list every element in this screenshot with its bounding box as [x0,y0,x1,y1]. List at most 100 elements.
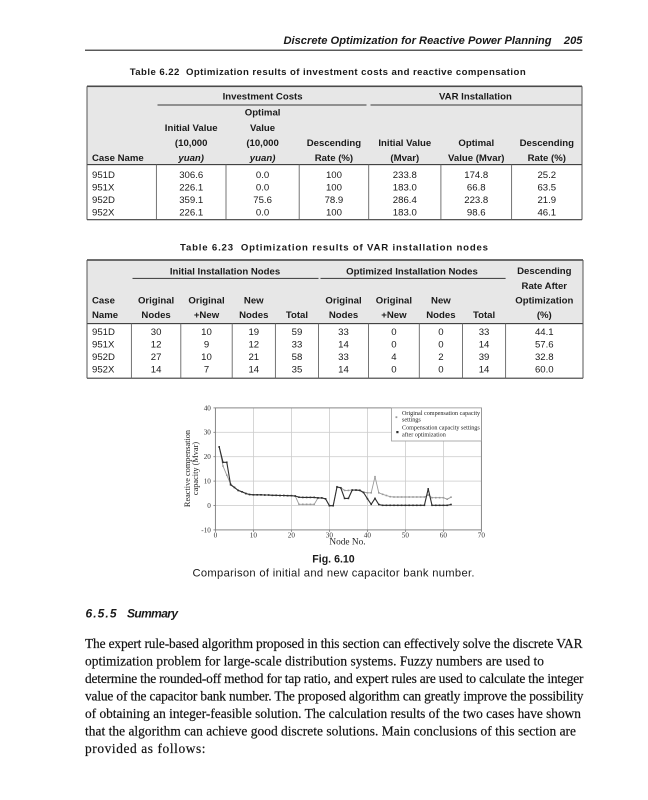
svg-text:Original: Original [188,295,224,306]
svg-text:14: 14 [479,340,490,351]
svg-text:10: 10 [201,352,212,363]
svg-text:359.1: 359.1 [179,195,203,206]
svg-text:Descending: Descending [307,138,362,149]
svg-text:12: 12 [151,340,162,351]
svg-text:233.8: 233.8 [393,170,417,181]
svg-text:Optimization: Optimization [515,295,573,306]
svg-text:Case Name: Case Name [92,153,144,164]
svg-text:40: 40 [364,532,372,540]
svg-text:Rate (%): Rate (%) [528,153,566,164]
svg-text:14: 14 [248,364,259,375]
svg-text:0: 0 [438,364,443,375]
svg-text:Descending: Descending [520,138,575,149]
svg-text:30: 30 [151,327,162,338]
svg-text:183.0: 183.0 [393,182,417,193]
svg-text:100: 100 [326,207,342,218]
svg-text:226.1: 226.1 [179,207,203,218]
svg-text:0: 0 [207,502,211,510]
svg-text:optimization problem for large: optimization problem for large-scale dis… [85,654,544,669]
svg-text:20: 20 [288,532,296,540]
svg-text:after optimization: after optimization [402,432,446,439]
svg-text:951D: 951D [92,170,115,181]
svg-text:174.8: 174.8 [464,170,488,181]
svg-text:-10: -10 [201,526,211,534]
svg-text:19: 19 [248,327,259,338]
svg-text:Comparison of initial and new: Comparison of initial and new capacitor … [193,568,475,580]
svg-text:New: New [431,295,451,306]
svg-text:4: 4 [391,352,397,363]
svg-text:40: 40 [204,404,212,412]
svg-text:Reactive compensation: Reactive compensation [183,429,192,507]
svg-text:Name: Name [92,310,118,321]
svg-text:Nodes: Nodes [141,310,170,321]
svg-text:Rate After: Rate After [522,281,568,292]
svg-text:0: 0 [438,327,443,338]
svg-text:951X: 951X [92,340,115,351]
svg-text:10: 10 [250,532,258,540]
svg-text:0: 0 [438,340,443,351]
svg-text:Original: Original [138,295,174,306]
svg-text:Compensation capacity settings: Compensation capacity settings [402,425,480,431]
svg-text:Nodes: Nodes [239,310,268,321]
svg-text:39: 39 [479,352,490,363]
svg-text:that the algorithm can achieve: that the algorithm can achieve good disc… [85,724,576,739]
svg-text:Total: Total [473,310,495,321]
svg-text:183.0: 183.0 [393,207,417,218]
svg-text:306.6: 306.6 [179,170,203,181]
svg-text:provided as follows:: provided as follows: [85,741,206,756]
svg-text:30: 30 [326,532,334,540]
svg-text:of obtaining an integer-feasib: of obtaining an integer-feasible solutio… [85,706,581,721]
svg-text:settings: settings [402,418,421,424]
svg-text:Nodes: Nodes [329,310,358,321]
svg-text:286.4: 286.4 [393,195,418,206]
svg-text:30: 30 [204,429,212,437]
svg-text:VAR Installation: VAR Installation [439,92,512,103]
svg-text:(10,000: (10,000 [175,138,208,149]
svg-text:66.8: 66.8 [467,182,486,193]
svg-text:226.1: 226.1 [179,182,203,193]
svg-text:The expert rule-based algorith: The expert rule-based algorithm proposed… [85,636,583,651]
svg-text:yuan): yuan) [249,153,276,164]
svg-text:Investment Costs: Investment Costs [223,92,303,103]
svg-text:(%): (%) [537,310,552,321]
svg-text:33: 33 [479,327,490,338]
svg-text:Value (Mvar): Value (Mvar) [448,153,505,164]
svg-text:33: 33 [338,352,349,363]
svg-text:9: 9 [204,340,209,351]
svg-text:21.9: 21.9 [537,195,556,206]
svg-text:44.1: 44.1 [535,327,554,338]
svg-text:+New: +New [381,310,407,321]
svg-text:Optimal: Optimal [245,108,281,119]
svg-text:6.5.5: 6.5.5 [86,607,117,621]
svg-text:7: 7 [204,364,209,375]
svg-text:Total: Total [286,310,308,321]
svg-text:Optimized Installation Nodes: Optimized Installation Nodes [346,267,478,278]
svg-text:0.0: 0.0 [256,170,269,181]
svg-text:(Mvar): (Mvar) [390,153,419,164]
svg-text:Case: Case [92,295,115,306]
svg-text:Summary: Summary [127,607,179,621]
svg-text:100: 100 [326,170,342,181]
svg-text:14: 14 [151,364,162,375]
svg-text:951D: 951D [92,327,115,338]
svg-text:Original compensation capacity: Original compensation capacity [402,411,481,417]
svg-text:0: 0 [391,364,396,375]
svg-text:952D: 952D [92,195,115,206]
svg-text:100: 100 [326,182,342,193]
svg-text:Initial Installation Nodes: Initial Installation Nodes [170,267,280,278]
svg-text:35: 35 [292,364,303,375]
svg-text:0: 0 [391,340,396,351]
svg-text:10: 10 [204,478,212,486]
svg-text:60.0: 60.0 [535,364,554,375]
svg-text:Value: Value [250,123,275,134]
svg-text:determine the rounded-off meth: determine the rounded-off method for tap… [85,671,584,686]
svg-text:27: 27 [151,352,162,363]
svg-text:951X: 951X [92,182,115,193]
svg-text:(10,000: (10,000 [246,138,279,149]
svg-text:952X: 952X [92,207,115,218]
svg-text:Initial Value: Initial Value [165,123,218,134]
svg-text:Fig. 6.10: Fig. 6.10 [312,554,354,566]
svg-text:capacity (Mvar): capacity (Mvar) [191,442,200,495]
svg-text:10: 10 [201,327,212,338]
svg-text:New: New [244,295,264,306]
